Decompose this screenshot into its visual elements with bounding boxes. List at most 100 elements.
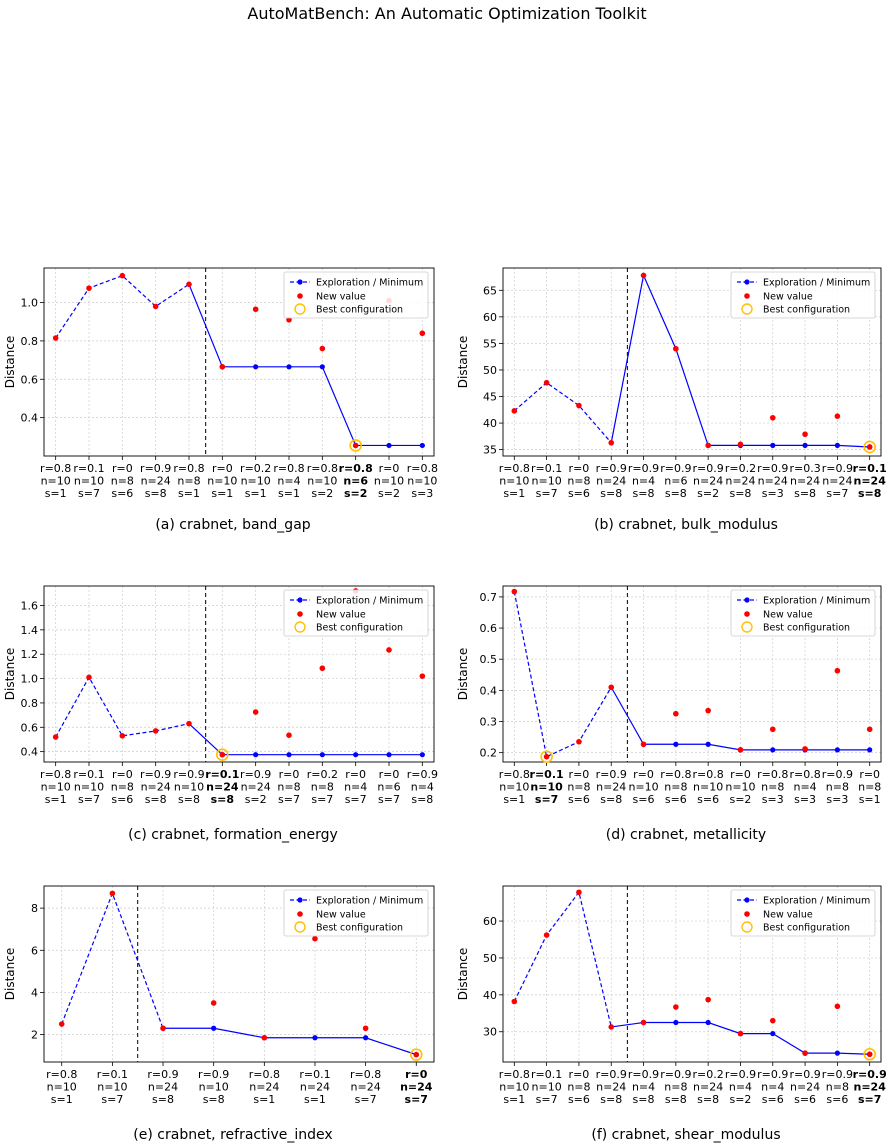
chart-caption: (e) crabnet, refractive_index <box>133 1127 332 1143</box>
x-tick-label: s=7 <box>278 793 300 806</box>
y-tick-label: 1.6 <box>21 599 39 612</box>
legend-best-swatch <box>294 621 306 633</box>
x-tick-label: n=24 <box>854 1081 887 1094</box>
legend-label: Exploration / Minimum <box>316 596 423 607</box>
x-tick-label: n=24 <box>300 1081 330 1094</box>
x-tick-label: s=3 <box>762 793 784 806</box>
x-tick-label: r=0.1 <box>853 462 887 475</box>
x-tick-label: r=0.8 <box>789 768 820 781</box>
x-tick-label: n=10 <box>628 781 658 794</box>
y-tick-label: 0.6 <box>21 373 39 386</box>
x-tick-label: s=2 <box>729 793 751 806</box>
y-tick-label: 1.0 <box>21 673 39 686</box>
new-value-point <box>834 413 841 419</box>
x-tick-label: r=0.9 <box>822 1068 853 1081</box>
new-value-point <box>673 345 679 352</box>
x-tick-label: n=24 <box>725 475 755 488</box>
minimum-point <box>363 1035 369 1041</box>
y-tick-label: 45 <box>483 391 497 404</box>
legend-best-swatch <box>741 303 753 315</box>
x-tick-label: r=0.8 <box>499 768 530 781</box>
new-value-point <box>58 1021 65 1027</box>
x-tick-label: n=24 <box>854 475 887 488</box>
y-tick-label: 0.4 <box>21 746 39 759</box>
x-tick-label: n=4 <box>344 781 367 794</box>
best-configuration-marker <box>409 1048 423 1061</box>
y-tick-label: 50 <box>483 952 497 965</box>
y-tick-label: 4 <box>31 986 38 999</box>
y-tick-label: 2 <box>31 1029 38 1042</box>
x-tick-label: n=4 <box>761 1081 784 1094</box>
y-tick-label: 0.5 <box>480 653 498 666</box>
legend-line-marker <box>297 897 303 903</box>
chart-caption: (b) crabnet, bulk_modulus <box>594 517 778 533</box>
y-tick-label: 0.8 <box>21 697 39 710</box>
new-value-point <box>608 1024 615 1030</box>
chart-metallicity: 0.20.30.40.50.60.7r=0.8n=10s=1r=0.1n=10s… <box>456 585 882 843</box>
x-tick-label: r=0.9 <box>628 1068 659 1081</box>
x-tick-label: r=0.9 <box>198 1068 229 1081</box>
minimum-line <box>163 1027 417 1056</box>
new-value-point <box>640 1019 647 1026</box>
x-tick-label: s=8 <box>633 487 655 500</box>
x-tick-label: s=8 <box>697 1093 719 1106</box>
x-tick-label: r=0 <box>569 462 590 475</box>
x-tick-label: r=0.1 <box>73 768 104 781</box>
x-tick-label: s=6 <box>111 793 133 806</box>
x-tick-label: n=24 <box>141 475 171 488</box>
x-tick-label: s=6 <box>111 487 133 500</box>
plot-frame <box>502 885 882 1063</box>
y-axis-label: Distance <box>456 648 470 700</box>
x-tick-label: n=8 <box>858 781 881 794</box>
x-tick-label: s=2 <box>245 793 267 806</box>
new-value-point <box>219 751 226 758</box>
legend-line-marker <box>744 597 750 603</box>
x-tick-label: s=7 <box>101 1093 123 1106</box>
new-value-point <box>52 335 59 341</box>
x-tick-label: n=10 <box>41 781 71 794</box>
x-tick-label: n=8 <box>567 475 590 488</box>
x-tick-label: n=6 <box>343 475 368 488</box>
x-tick-label: n=24 <box>596 1081 626 1094</box>
y-tick-label: 0.6 <box>480 622 498 635</box>
minimum-point <box>319 752 325 758</box>
new-value-point <box>119 733 126 739</box>
x-tick-label: s=8 <box>145 793 167 806</box>
x-tick-label: r=0.8 <box>693 768 724 781</box>
x-tick-label: s=8 <box>178 793 200 806</box>
x-tick-label: r=0.9 <box>596 462 627 475</box>
y-axis-label: Distance <box>3 948 17 1000</box>
y-tick-label: 6 <box>31 944 38 957</box>
new-value-point <box>419 330 426 337</box>
legend-label: Best configuration <box>316 623 403 634</box>
x-tick-label: s=1 <box>503 1093 525 1106</box>
x-tick-label: s=1 <box>253 1093 275 1106</box>
x-tick-label: s=1 <box>245 487 267 500</box>
new-value-point <box>543 932 550 938</box>
y-tick-label: 35 <box>483 444 497 457</box>
new-value-point <box>52 734 59 740</box>
x-tick-label: s=6 <box>633 793 655 806</box>
x-tick-label: n=10 <box>693 781 723 794</box>
x-tick-label: s=8 <box>600 487 622 500</box>
legend-line-marker <box>744 279 750 285</box>
x-tick-label: r=0 <box>633 768 654 781</box>
x-tick-label: r=0.1 <box>205 768 239 781</box>
x-tick-label: r=0.8 <box>249 1068 280 1081</box>
y-tick-label: 60 <box>483 915 497 928</box>
x-tick-label: r=0.2 <box>240 462 271 475</box>
x-tick-label: r=0.9 <box>596 1068 627 1081</box>
x-tick-label: r=0.9 <box>660 1068 691 1081</box>
x-tick-label: r=0.1 <box>299 1068 330 1081</box>
x-tick-label: s=7 <box>405 1093 428 1106</box>
x-tick-label: r=0.9 <box>822 462 853 475</box>
x-tick-label: n=24 <box>400 1081 433 1094</box>
x-tick-label: n=24 <box>596 781 626 794</box>
new-value-point <box>352 442 359 449</box>
minimum-point <box>673 1019 679 1026</box>
x-tick-label: s=6 <box>568 1093 590 1106</box>
x-tick-label: r=0.8 <box>40 768 71 781</box>
x-tick-label: r=0.8 <box>660 768 691 781</box>
y-tick-label: 40 <box>483 989 497 1002</box>
minimum-point <box>770 747 776 753</box>
